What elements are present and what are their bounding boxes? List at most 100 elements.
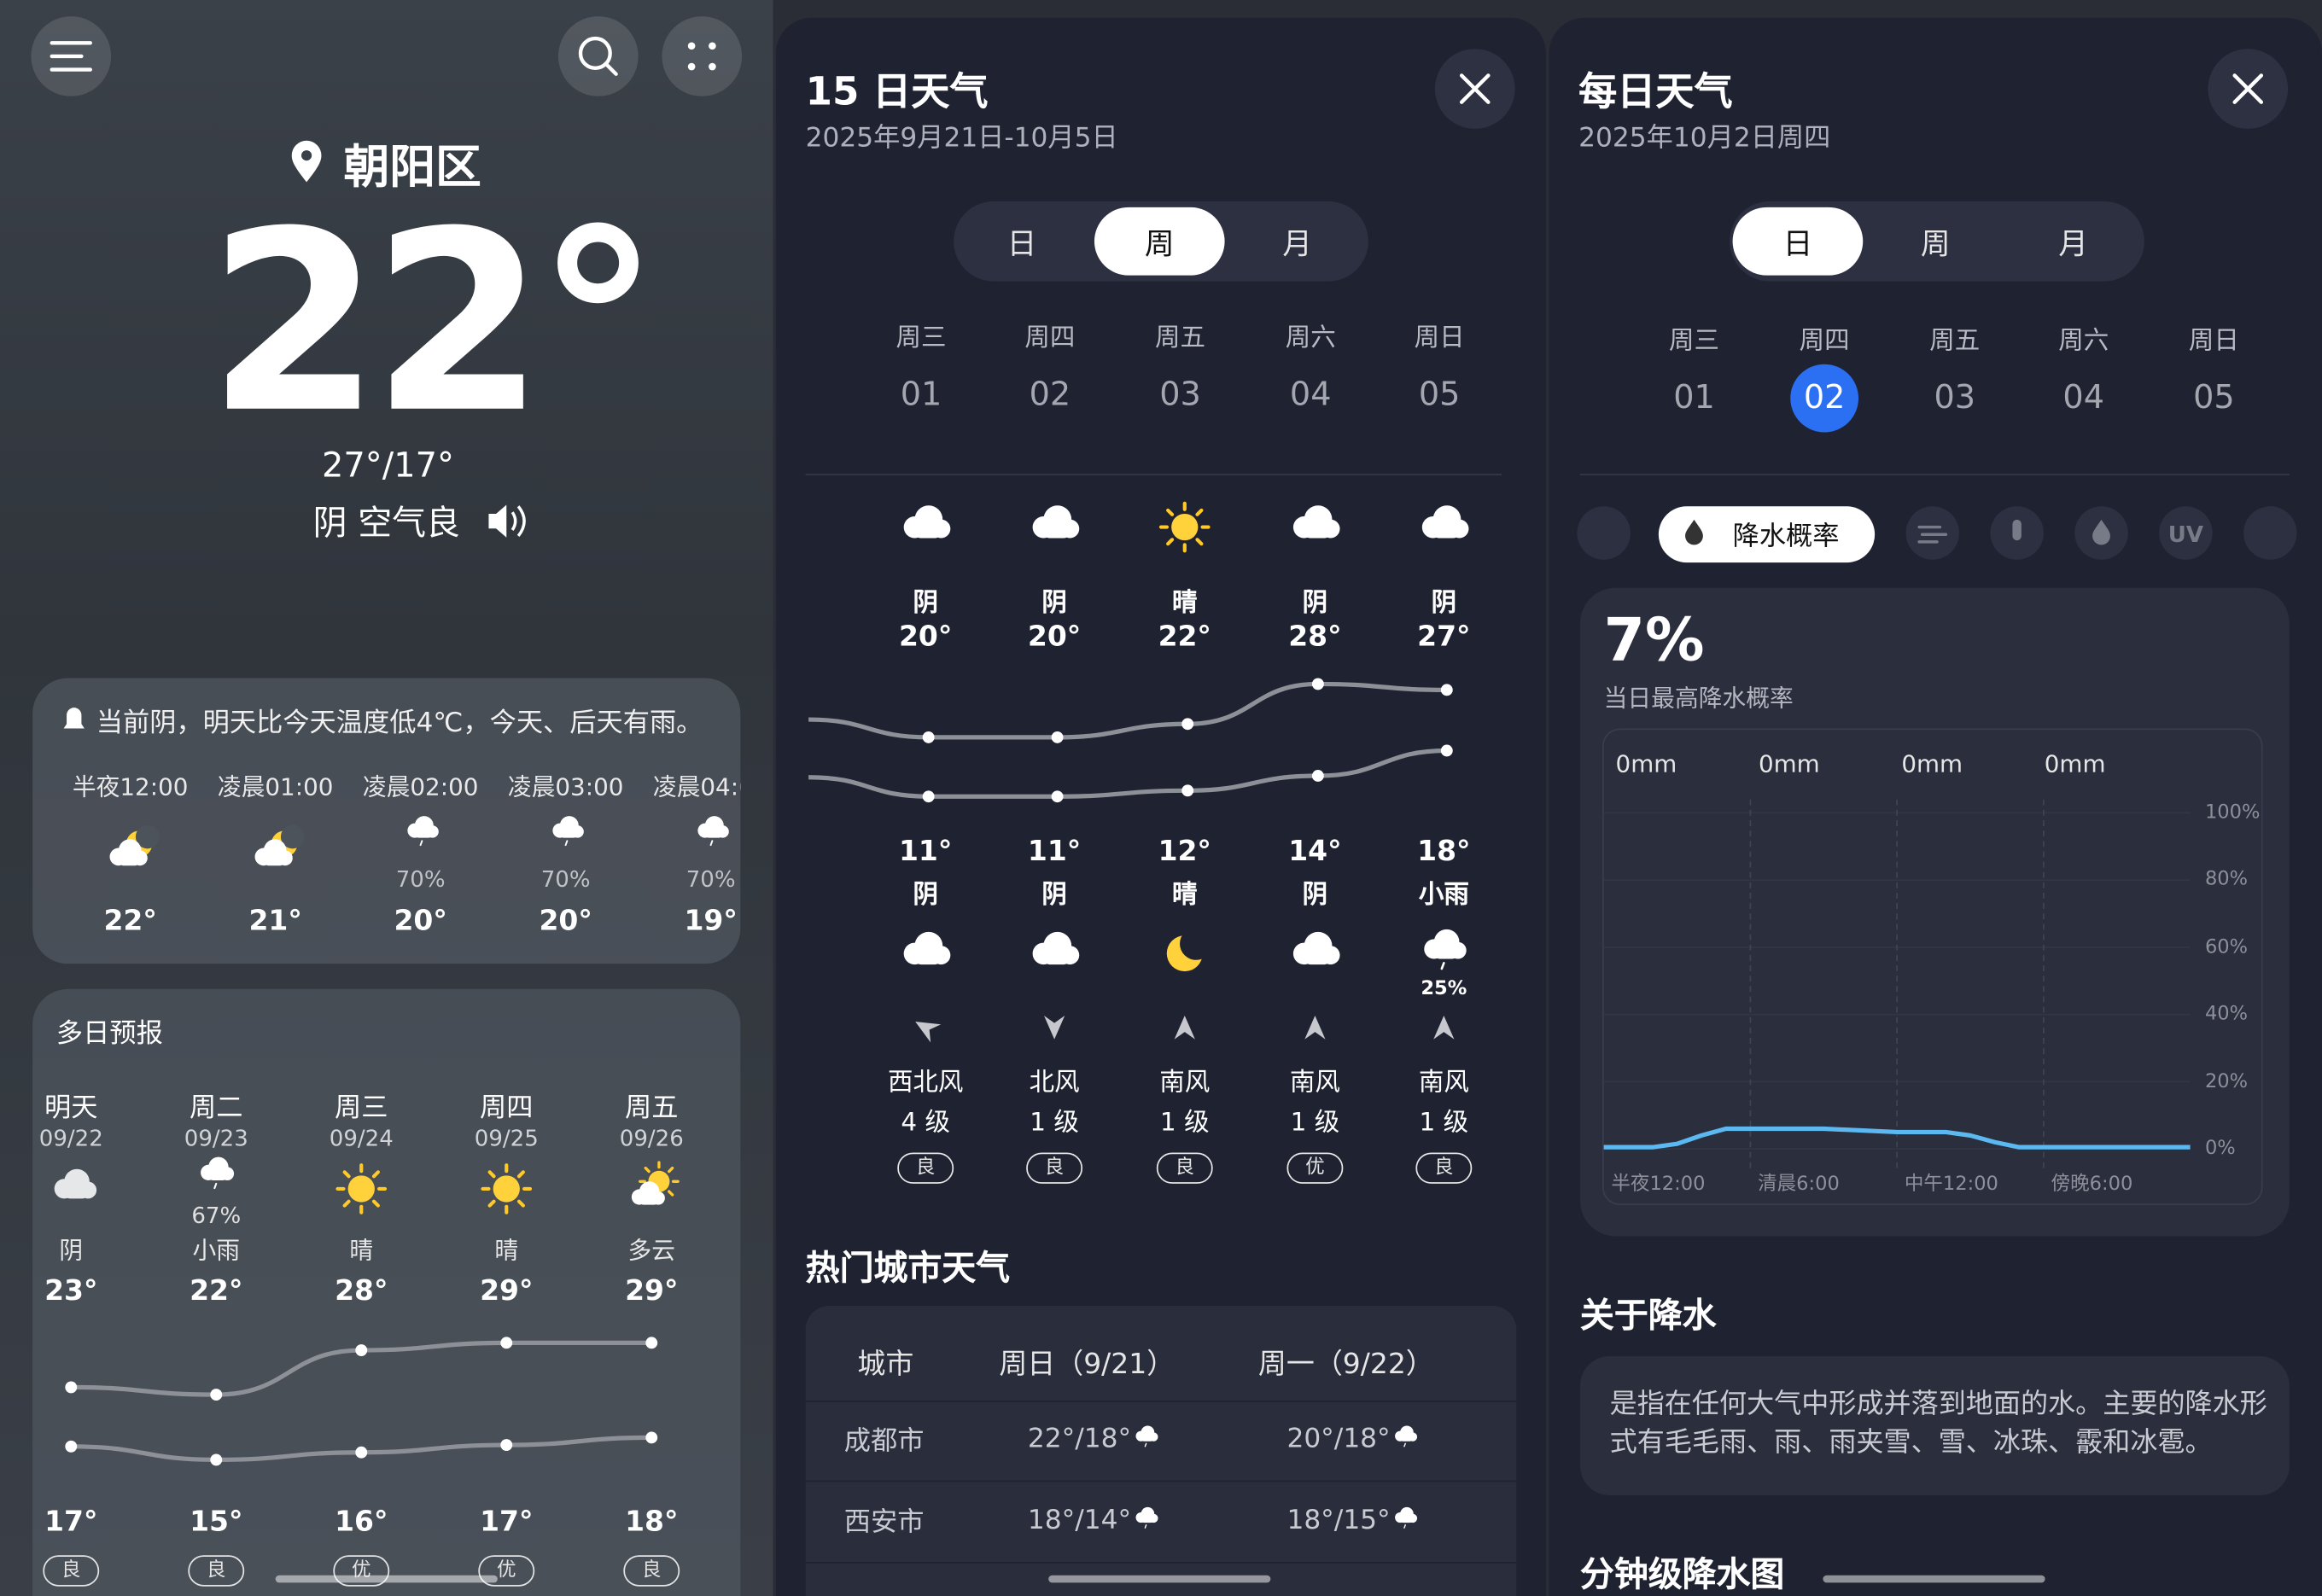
- aqi-badge: 良: [188, 1555, 245, 1587]
- menu-icon: [50, 41, 92, 72]
- cloud-icon: [552, 816, 584, 838]
- selected-date[interactable]: [1790, 364, 1859, 433]
- y-tick-label: 40%: [2204, 1003, 2249, 1026]
- high-temp: 27°: [1417, 620, 1471, 654]
- wind-arrow: [1433, 1016, 1455, 1040]
- date: 04: [1289, 376, 1332, 414]
- day-precip: 67%: [191, 1202, 242, 1229]
- cloud-part: [559, 829, 578, 838]
- wind-level: 1 级: [1419, 1108, 1469, 1139]
- high-temp: 28°: [1288, 620, 1342, 654]
- more-button[interactable]: [662, 16, 743, 96]
- night-condition: 阴: [913, 880, 938, 910]
- aqi-badge: 良: [1026, 1152, 1083, 1184]
- more-icon: [687, 42, 716, 71]
- daily-weather-panel: 每日天气 2025年10月2日周四日 周 月周三 01 周四 02 周五 03 周六 04 周日 05 降…: [1549, 0, 2322, 1596]
- metric-chip[interactable]: [2243, 506, 2297, 560]
- weekday: 周五: [1155, 323, 1206, 353]
- wind-arrow: [1174, 1016, 1195, 1040]
- night-condition: 晴: [1172, 880, 1198, 910]
- high-temp: 20°: [898, 620, 953, 654]
- close-cross: [1459, 73, 1491, 104]
- multi-day-card: 多日预报 明天 09/22 阴 23° 17° 良 周二 09/23 67% 小雨 22° 15° 良 周三…: [32, 988, 741, 1596]
- sun-disc: [1171, 513, 1199, 541]
- cloud-icon: [407, 816, 439, 838]
- curve-point: [355, 1446, 368, 1459]
- hour-temp: 19°: [684, 904, 738, 938]
- sun-ray: [342, 1170, 351, 1179]
- bell-shape: [63, 708, 85, 729]
- cloud-part: [639, 1196, 659, 1205]
- date: 01: [1673, 379, 1715, 417]
- y-tick-label: 0%: [2204, 1138, 2236, 1161]
- cloud-icon: [1135, 1425, 1158, 1442]
- cloud-icon: [54, 1168, 97, 1199]
- rain-drop: [1403, 1524, 1406, 1529]
- current-temperature: 22°: [207, 178, 660, 469]
- sun-icon: [335, 1163, 388, 1214]
- curve-point: [1181, 718, 1194, 731]
- hour-time: 凌晨01:00: [217, 772, 334, 801]
- cloud-icon: [109, 839, 148, 866]
- multi-day-graphics: [54, 1156, 680, 1466]
- location-name: 朝阳区: [343, 141, 481, 195]
- weekday: 周五: [1929, 326, 1981, 357]
- curve-point: [1051, 731, 1064, 743]
- high-temp: 20°: [1027, 620, 1082, 654]
- max-precip: 7%: [1603, 607, 1705, 676]
- precip-chart: [1603, 799, 2191, 1168]
- date: 05: [2193, 379, 2235, 417]
- cloud-part: [1400, 1435, 1413, 1442]
- metric-chip[interactable]: [2159, 506, 2213, 560]
- close-icon: [1459, 73, 1491, 104]
- cloud-part: [704, 829, 723, 838]
- search-button[interactable]: [557, 16, 639, 96]
- date: 03: [1934, 379, 1976, 417]
- sun-ray: [516, 1170, 525, 1179]
- temperature-curve: [808, 748, 1447, 799]
- day-condition: 阴: [1041, 588, 1067, 619]
- active-tab[interactable]: [1732, 207, 1864, 276]
- humidity-icon: [2092, 519, 2110, 545]
- curve-point: [210, 1389, 223, 1401]
- aqi-badge: 良: [623, 1555, 680, 1587]
- cloud-icon: [1421, 505, 1469, 539]
- divider: [805, 474, 1502, 475]
- cloud-part: [1433, 947, 1458, 959]
- cloud-icon: [1032, 931, 1080, 965]
- speaker-icon: [488, 504, 526, 538]
- x-tick-label: 中午12:00: [1904, 1173, 1998, 1196]
- rain-drop: [1144, 1442, 1147, 1447]
- curve-point: [355, 1344, 368, 1356]
- city-name: 成都市: [843, 1425, 925, 1457]
- cloud-part: [64, 1187, 89, 1199]
- row-divider: [805, 1480, 1517, 1482]
- curve-point: [210, 1453, 223, 1466]
- table-header: 周日（9/21）: [999, 1348, 1176, 1381]
- day-condition: 晴: [1172, 588, 1198, 619]
- day-condition: 晴: [349, 1236, 374, 1265]
- curve-point: [65, 1440, 78, 1453]
- aqi-badge: 良: [1415, 1152, 1473, 1184]
- wind-direction: 南风: [1159, 1068, 1211, 1098]
- rain-drop: [1440, 962, 1445, 970]
- chip-label: UV: [2167, 521, 2204, 548]
- chart-box: [1601, 728, 2263, 1206]
- about-box: 是指在任何大气中形成并落到地面的水。主要的降水形式有毛毛雨、雨、雨夹雪、雪、冰珠…: [1579, 1355, 2290, 1496]
- hour-temp: 20°: [539, 904, 592, 938]
- sheet-subtitle: 2025年10月2日周四: [1578, 122, 1831, 154]
- sun-ray: [342, 1199, 351, 1208]
- sun-icon: [481, 1163, 533, 1214]
- y-tick-label: 20%: [2204, 1070, 2249, 1093]
- night-condition: 阴: [1041, 880, 1067, 910]
- temperature-curve: [808, 681, 1447, 740]
- high-temp: 23°: [44, 1274, 98, 1308]
- date: 09/22: [38, 1125, 103, 1152]
- active-tab[interactable]: [1094, 207, 1225, 276]
- metric-chip[interactable]: [1577, 506, 1631, 560]
- rain-drop: [709, 840, 714, 847]
- header-icons: [50, 36, 716, 538]
- day-condition: 多云: [627, 1236, 676, 1265]
- sheet-subtitle: 2025年9月21日-10月5日: [805, 122, 1118, 154]
- date: 09/24: [329, 1125, 394, 1152]
